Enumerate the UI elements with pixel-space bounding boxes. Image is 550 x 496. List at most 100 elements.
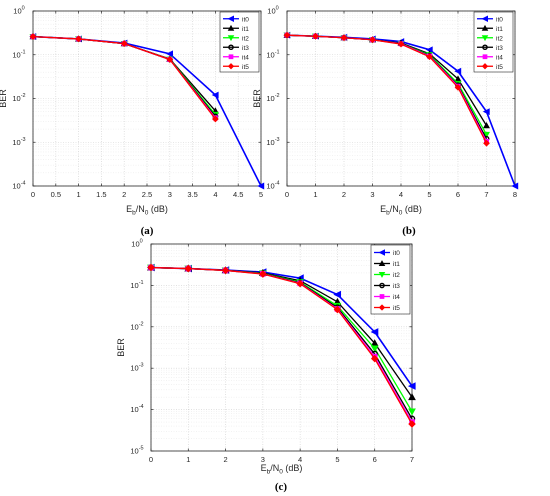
x-axis-label: Eb/N0 (dB) bbox=[380, 204, 422, 217]
y-tick-exponent: -4 bbox=[139, 404, 144, 410]
x-axis-label: Eb/N0 (dB) bbox=[126, 204, 168, 217]
y-tick-label: 100 bbox=[131, 239, 142, 249]
legend-label: it0 bbox=[393, 250, 400, 257]
x-label-sub-b: b bbox=[386, 210, 390, 217]
axes-box bbox=[150, 243, 413, 452]
legend-marker bbox=[379, 282, 385, 289]
series-line bbox=[150, 266, 413, 425]
x-label-sub-0: 0 bbox=[399, 210, 403, 217]
x-label-e: E bbox=[126, 204, 132, 214]
x-tick-label: 6 bbox=[456, 190, 460, 199]
legend-marker bbox=[227, 63, 235, 70]
legend-label: it2 bbox=[393, 272, 400, 279]
x-tick-label: 2.5 bbox=[142, 190, 152, 199]
legend-marker bbox=[378, 272, 386, 278]
y-tick-base: 10 bbox=[266, 94, 274, 103]
legend-box bbox=[219, 11, 260, 73]
legend-marker bbox=[481, 63, 489, 70]
data-point bbox=[454, 67, 462, 75]
x-tick-label: 5 bbox=[427, 190, 431, 199]
x-tick-label: 5 bbox=[335, 455, 339, 464]
legend: it0 it1 it2 it3 it4 it5 bbox=[219, 11, 260, 73]
y-tick-base: 10 bbox=[130, 281, 138, 290]
data-point bbox=[29, 33, 37, 40]
y-tick-label: 10-3 bbox=[266, 137, 279, 147]
legend-marker bbox=[227, 15, 234, 22]
y-tick-base: 10 bbox=[267, 7, 275, 16]
data-point bbox=[211, 91, 219, 99]
legend-box bbox=[473, 11, 514, 73]
x-tick-label: 0 bbox=[31, 190, 35, 199]
x-tick-label: 4 bbox=[298, 455, 302, 464]
legend-marker bbox=[378, 304, 386, 311]
y-tick-exponent: -3 bbox=[21, 137, 26, 143]
x-tick-label: 0.5 bbox=[51, 190, 61, 199]
series-it5 bbox=[147, 263, 416, 428]
x-tick-label: 3 bbox=[261, 455, 265, 464]
x-tick-label: 0 bbox=[285, 190, 289, 199]
x-tick-label: 5 bbox=[259, 190, 263, 199]
legend-label: it3 bbox=[393, 283, 400, 290]
data-point bbox=[482, 108, 490, 116]
legend-label: it3 bbox=[242, 45, 249, 52]
y-tick-base: 10 bbox=[12, 50, 20, 59]
y-tick-label: 10-1 bbox=[12, 49, 25, 59]
x-tick-label: 2 bbox=[122, 190, 126, 199]
data-point bbox=[166, 50, 173, 58]
y-tick-label: 10-1 bbox=[130, 280, 143, 290]
y-tick-exponent: 0 bbox=[22, 6, 25, 12]
legend-label: it1 bbox=[393, 261, 400, 268]
y-tick-label: 10-2 bbox=[266, 93, 279, 103]
x-tick-label: 4.5 bbox=[233, 190, 243, 199]
y-tick-exponent: 0 bbox=[276, 6, 279, 12]
y-tick-base: 10 bbox=[266, 50, 274, 59]
data-point bbox=[483, 139, 490, 147]
x-tick-label: 1 bbox=[186, 455, 190, 464]
data-point bbox=[340, 34, 348, 42]
data-point bbox=[407, 382, 416, 390]
y-tick-base: 10 bbox=[130, 364, 138, 373]
y-tick-label: 10-2 bbox=[12, 93, 25, 103]
data-point bbox=[212, 115, 219, 123]
legend-marker bbox=[227, 35, 235, 42]
x-tick-label: 2 bbox=[342, 190, 346, 199]
legend-label: it5 bbox=[393, 305, 400, 312]
chart-panel: 0 0.5 1 1.5 2 2.5 3 3.5 4 4.5 510-410-310-210-1100… bbox=[0, 6, 265, 237]
y-tick-base: 10 bbox=[12, 182, 20, 191]
y-tick-base: 10 bbox=[130, 405, 138, 414]
legend-label: it3 bbox=[496, 45, 503, 52]
data-point bbox=[426, 53, 433, 61]
x-axis-label: Eb/N0 (dB) bbox=[261, 463, 303, 476]
y-tick-label: 10-2 bbox=[130, 321, 143, 331]
legend-label: it0 bbox=[242, 16, 249, 23]
series-it5 bbox=[283, 31, 490, 147]
legend-marker bbox=[482, 54, 488, 60]
y-tick-label: 100 bbox=[267, 6, 278, 16]
x-label-unit: (dB) bbox=[402, 204, 422, 214]
y-tick-exponent: -2 bbox=[21, 93, 26, 99]
legend-marker bbox=[378, 260, 386, 266]
y-tick-base: 10 bbox=[12, 94, 20, 103]
legend-label: it1 bbox=[496, 26, 503, 33]
x-label-e: E bbox=[380, 204, 386, 214]
x-tick-label: 4 bbox=[213, 190, 217, 199]
data-point bbox=[369, 36, 376, 44]
y-tick-label: 10-3 bbox=[130, 363, 143, 373]
x-label-e: E bbox=[261, 463, 267, 473]
legend-marker bbox=[378, 249, 385, 256]
data-point bbox=[75, 35, 82, 43]
legend-label: it4 bbox=[242, 54, 249, 61]
legend-marker bbox=[482, 44, 488, 51]
x-label-n: /N bbox=[390, 204, 399, 214]
data-point bbox=[408, 393, 416, 401]
legend-label: it2 bbox=[496, 35, 503, 42]
x-tick-label: 7 bbox=[410, 455, 414, 464]
legend-label: it5 bbox=[242, 64, 249, 71]
y-tick-label: 100 bbox=[13, 6, 24, 16]
data-point bbox=[259, 270, 267, 278]
y-tick-base: 10 bbox=[266, 138, 274, 147]
data-point bbox=[408, 420, 416, 428]
data-point bbox=[184, 264, 193, 273]
legend-label: it4 bbox=[496, 54, 503, 61]
